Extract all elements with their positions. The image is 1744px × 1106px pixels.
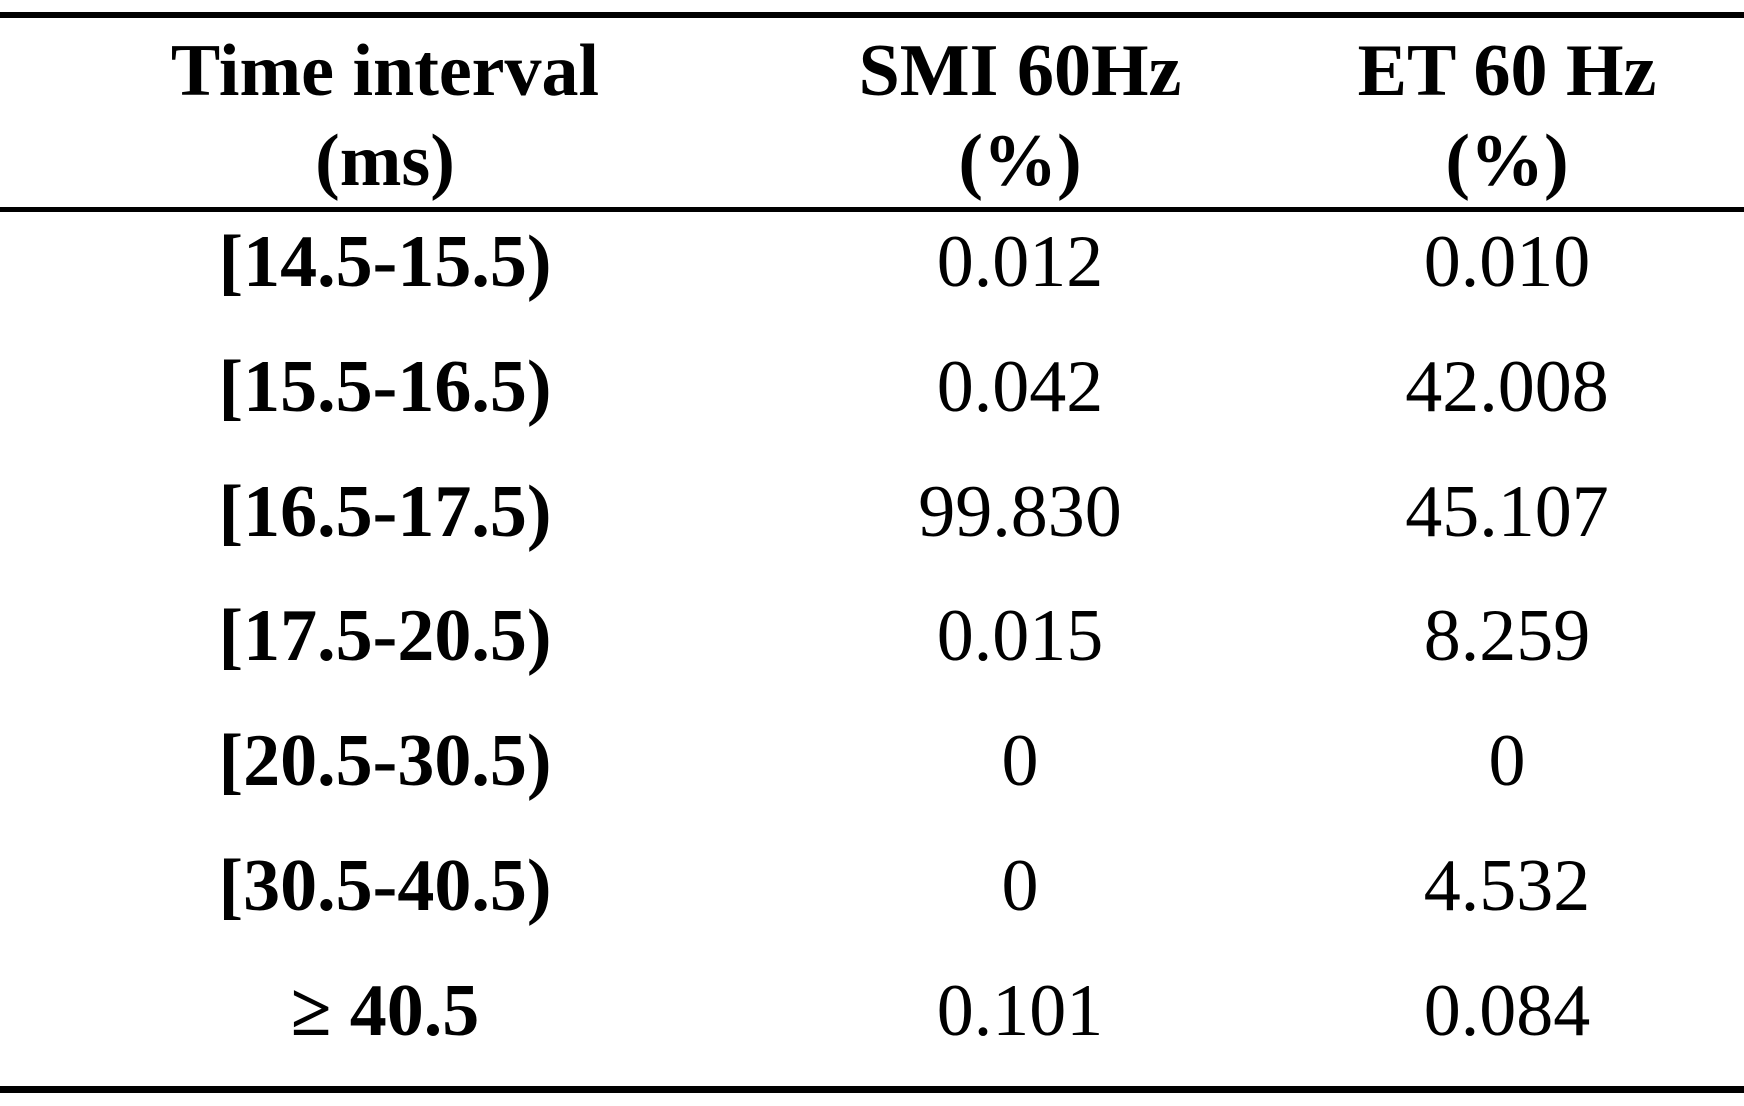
- column-header-et-60hz-unit: (%): [1445, 120, 1569, 202]
- column-header-time-interval: Time interval (ms): [0, 18, 770, 207]
- table-body: [14.5-15.5) 0.012 0.010 [15.5-16.5) 0.04…: [0, 212, 1744, 1086]
- table-row-3-smi-value: 99.830: [918, 470, 1122, 553]
- table-row-6-interval: [30.5-40.5): [218, 845, 552, 928]
- table-row-3-et-value: 45.107: [1405, 470, 1609, 553]
- table-header-divider-rule: [0, 207, 1744, 212]
- column-header-et-60hz-line1: ET 60 Hz: [1357, 30, 1657, 112]
- table-row-6-smi-value: 0: [1001, 845, 1039, 928]
- column-header-time-interval-unit: (ms): [315, 120, 455, 202]
- column-header-smi-60hz-line1: SMI 60Hz: [858, 30, 1182, 112]
- table-row-7-interval: ≥ 40.5: [290, 970, 480, 1053]
- table-row-6-et-value: 4.532: [1423, 845, 1591, 928]
- table-row-2-interval: [15.5-16.5): [218, 345, 552, 428]
- table-row-1-smi-value: 0.012: [936, 220, 1104, 303]
- table-row-1-et-value: 0.010: [1423, 220, 1591, 303]
- table-row-5-interval: [20.5-30.5): [218, 720, 552, 803]
- column-header-time-interval-line1: Time interval: [170, 30, 600, 112]
- column-header-smi-60hz: SMI 60Hz (%): [770, 18, 1270, 207]
- table-header-row: Time interval (ms) SMI 60Hz (%) ET 60 Hz…: [0, 18, 1744, 207]
- table-row-4-et-value: 8.259: [1423, 595, 1591, 678]
- table-bottom-rule: [0, 1086, 1744, 1093]
- table-row-2-et-value: 42.008: [1405, 345, 1609, 428]
- column-header-smi-60hz-unit: (%): [958, 120, 1082, 202]
- table-row-4-interval: [17.5-20.5): [218, 595, 552, 678]
- table-top-rule: [0, 12, 1744, 18]
- table-row-2-smi-value: 0.042: [936, 345, 1104, 428]
- table-row-3-interval: [16.5-17.5): [218, 470, 552, 553]
- column-header-et-60hz: ET 60 Hz (%): [1270, 18, 1744, 207]
- table-row-1-interval: [14.5-15.5): [218, 220, 552, 303]
- table-row-4-smi-value: 0.015: [936, 595, 1104, 678]
- table-row-7-et-value: 0.084: [1423, 970, 1591, 1053]
- table-row-7-smi-value: 0.101: [936, 970, 1104, 1053]
- table-row-5-smi-value: 0: [1001, 720, 1039, 803]
- table-row-5-et-value: 0: [1488, 720, 1526, 803]
